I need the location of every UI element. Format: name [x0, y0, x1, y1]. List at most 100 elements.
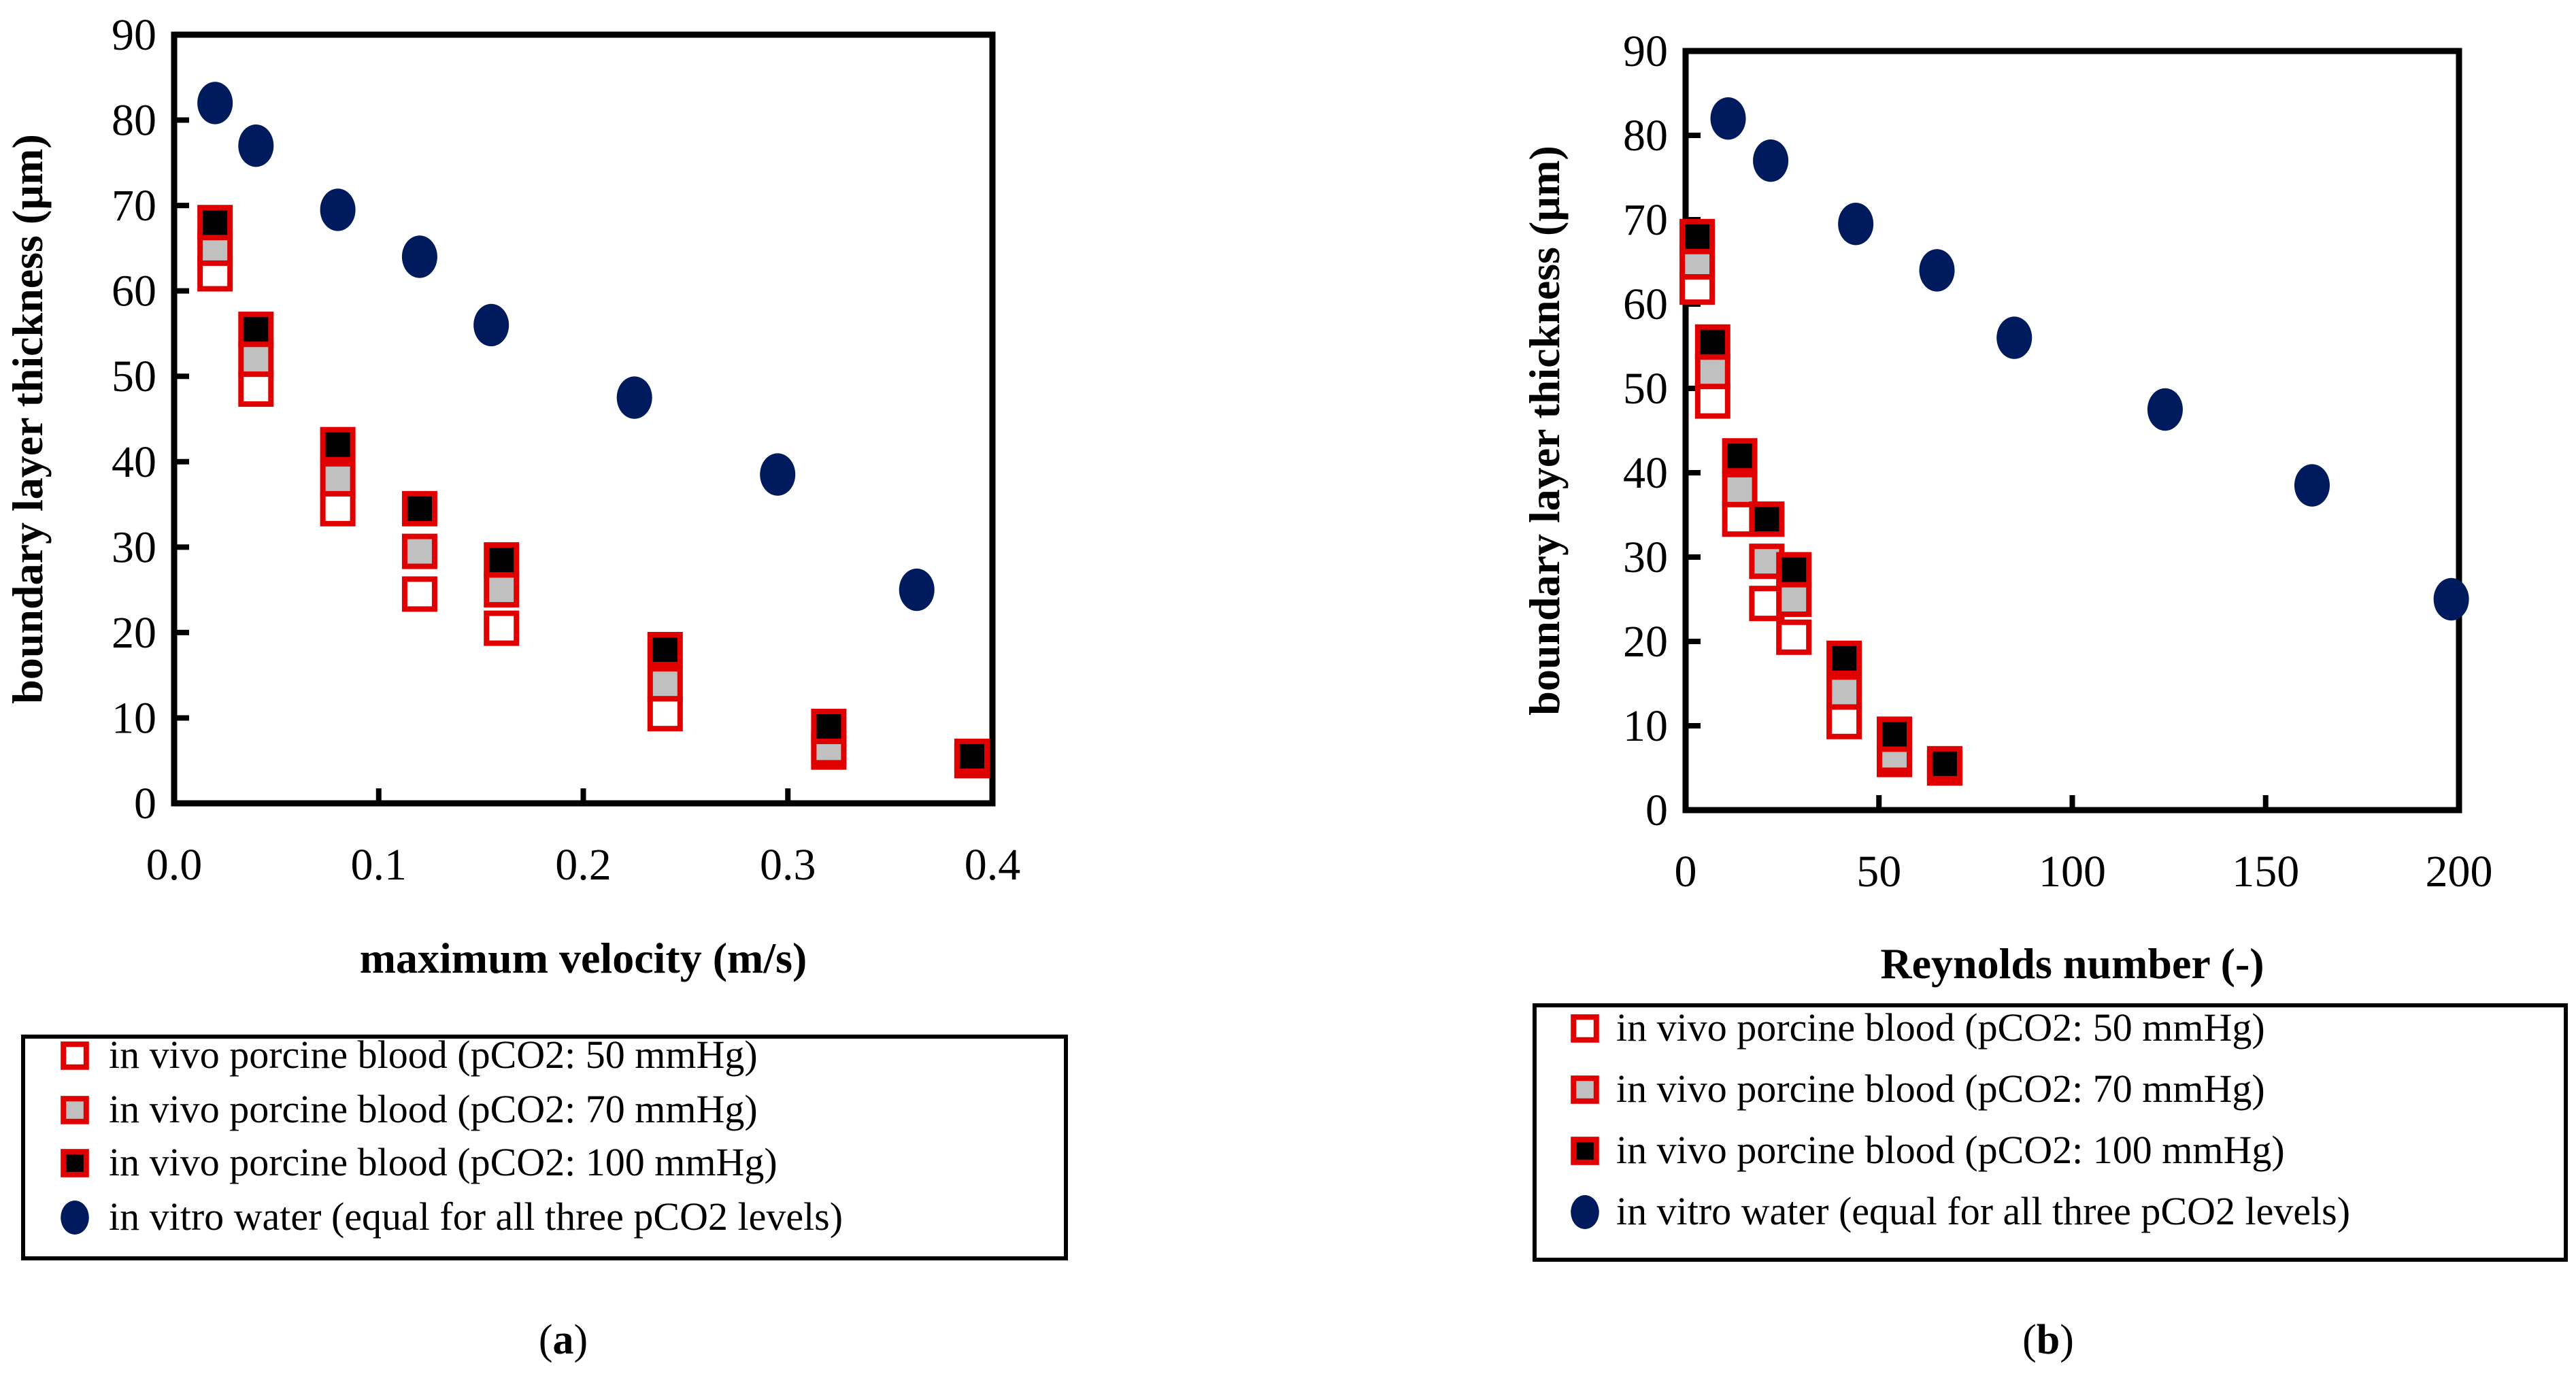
pco2-100-marker: [1679, 218, 1716, 254]
y-tick-label: 60: [112, 267, 156, 316]
pco2-70-marker: [61, 1096, 89, 1124]
water-marker: [1838, 203, 1874, 246]
water-marker: [1919, 249, 1955, 292]
water-marker: [238, 124, 274, 167]
water-marker: [2294, 464, 2330, 507]
y-tick-label: 60: [1623, 280, 1668, 329]
y-tick-label: 40: [112, 437, 156, 487]
y-tick-label: 70: [112, 181, 156, 231]
pco2-100-marker: [1722, 438, 1758, 474]
y-tick-label: 30: [1623, 533, 1668, 582]
legend-entry-label: in vivo porcine blood (pCO2: 100 mmHg): [1616, 1128, 2285, 1172]
panel-caption: (a): [539, 1317, 588, 1363]
series-circle: [1710, 97, 2469, 621]
plot-frame: [171, 31, 996, 807]
y-tick-label: 90: [112, 10, 156, 60]
pco2-50-marker: [484, 610, 520, 646]
y-tick-label: 80: [112, 96, 156, 146]
water-marker: [401, 235, 437, 278]
pco2-70-marker: [1826, 674, 1862, 710]
pco2-70-marker: [320, 460, 356, 497]
caption-paren: ): [2060, 1317, 2074, 1363]
caption-letter: b: [2037, 1317, 2060, 1363]
x-tick-label: 0.4: [965, 840, 1021, 890]
chart-panel-a: 0 10 20 30 40 50 60 70 80 90 0.0 0.1 0.2 0.3 0.4 maximu…: [3, 10, 1068, 1363]
caption-paren: (: [2022, 1317, 2037, 1363]
x-tick-label: 0.1: [351, 840, 407, 890]
y-tick-label: 50: [112, 352, 156, 401]
y-tick-label: 80: [1623, 111, 1668, 161]
pco2-70-marker: [238, 341, 274, 378]
pco2-50-marker: [1694, 383, 1730, 419]
pco2-50-marker: [61, 1041, 89, 1070]
water-marker: [2433, 577, 2469, 621]
water-marker: [1571, 1195, 1599, 1229]
x-axis-label: Reynolds number (-): [1880, 939, 2264, 988]
y-axis-label: boundary layer thickness (µm): [3, 134, 52, 704]
pco2-70-marker: [1571, 1075, 1599, 1104]
y-tick-label: 30: [112, 522, 156, 572]
water-marker: [760, 453, 796, 496]
plot-frame: [1682, 48, 2462, 814]
pco2-50-marker: [238, 371, 274, 407]
pco2-100-marker: [1926, 745, 1962, 782]
pco2-100-marker: [647, 632, 683, 667]
water-marker: [320, 188, 356, 231]
x-tick-label: 200: [2426, 847, 2493, 897]
x-tick-label: 0.3: [760, 840, 816, 890]
water-marker: [1753, 139, 1789, 182]
series-black-square: [197, 205, 990, 774]
y-tick-label: 10: [112, 693, 156, 743]
legend-entry-label: in vivo porcine blood (pCO2: 70 mmHg): [1616, 1067, 2265, 1111]
series-circle: [197, 82, 935, 611]
series-open-square: [197, 256, 990, 779]
pco2-50-marker: [1776, 619, 1812, 655]
y-tick-label: 0: [1645, 786, 1668, 835]
pco2-70-marker: [484, 572, 520, 608]
pco2-70-marker: [647, 666, 683, 702]
water-marker: [473, 303, 509, 347]
legend-entry-label: in vivo porcine blood (pCO2: 70 mmHg): [109, 1087, 758, 1131]
y-tick-label: 0: [134, 779, 156, 828]
legend-entry-label: in vivo porcine blood (pCO2: 50 mmHg): [1616, 1005, 2265, 1050]
pco2-100-marker: [1694, 324, 1730, 360]
pco2-100-marker: [61, 1149, 89, 1177]
water-marker: [61, 1201, 89, 1235]
water-marker: [616, 376, 652, 419]
water-marker: [1996, 316, 2033, 359]
pco2-50-marker: [401, 576, 437, 612]
pco2-100-marker: [1826, 640, 1862, 676]
pco2-100-marker: [1776, 552, 1812, 588]
legend-box: [1533, 1003, 2568, 1262]
x-tick-label: 0.2: [555, 840, 612, 890]
legend-entry-label: in vitro water (equal for all three pCO2…: [109, 1194, 843, 1239]
pco2-50-marker: [1826, 703, 1862, 739]
y-tick-label: 10: [1623, 701, 1668, 751]
y-tick-label: 90: [1623, 27, 1668, 76]
legend-box: [21, 1035, 1068, 1260]
legend: in vivo porcine blood (pCO2: 50 mmHg) in …: [21, 1033, 1068, 1260]
pco2-100-marker: [238, 312, 274, 348]
water-marker: [899, 568, 935, 611]
pco2-100-marker: [1749, 501, 1785, 537]
water-marker: [197, 82, 233, 124]
x-tick-label: 0.0: [146, 840, 203, 890]
pco2-70-marker: [401, 533, 437, 569]
caption-paren: (: [539, 1317, 553, 1363]
pco2-100-marker: [1876, 716, 1912, 752]
water-marker: [1710, 97, 1746, 140]
chart-panel-b: 0 10 20 30 40 50 60 70 80 90 0 50 100 150 200 Reynolds …: [1520, 27, 2568, 1363]
x-tick-label: 150: [2232, 847, 2299, 897]
x-tick-label: 50: [1856, 847, 1901, 897]
pco2-100-marker: [484, 542, 520, 578]
y-tick-label: 20: [112, 608, 156, 658]
y-tick-label: 70: [1623, 195, 1668, 245]
y-tick-label: 20: [1623, 617, 1668, 667]
y-axis-label: boundary layer thickness (µm): [1520, 146, 1569, 716]
panel-caption: (b): [2022, 1317, 2074, 1363]
pco2-100-marker: [320, 426, 356, 463]
legend-entry-label: in vivo porcine blood (pCO2: 50 mmHg): [109, 1033, 758, 1077]
pco2-50-marker: [647, 696, 683, 732]
